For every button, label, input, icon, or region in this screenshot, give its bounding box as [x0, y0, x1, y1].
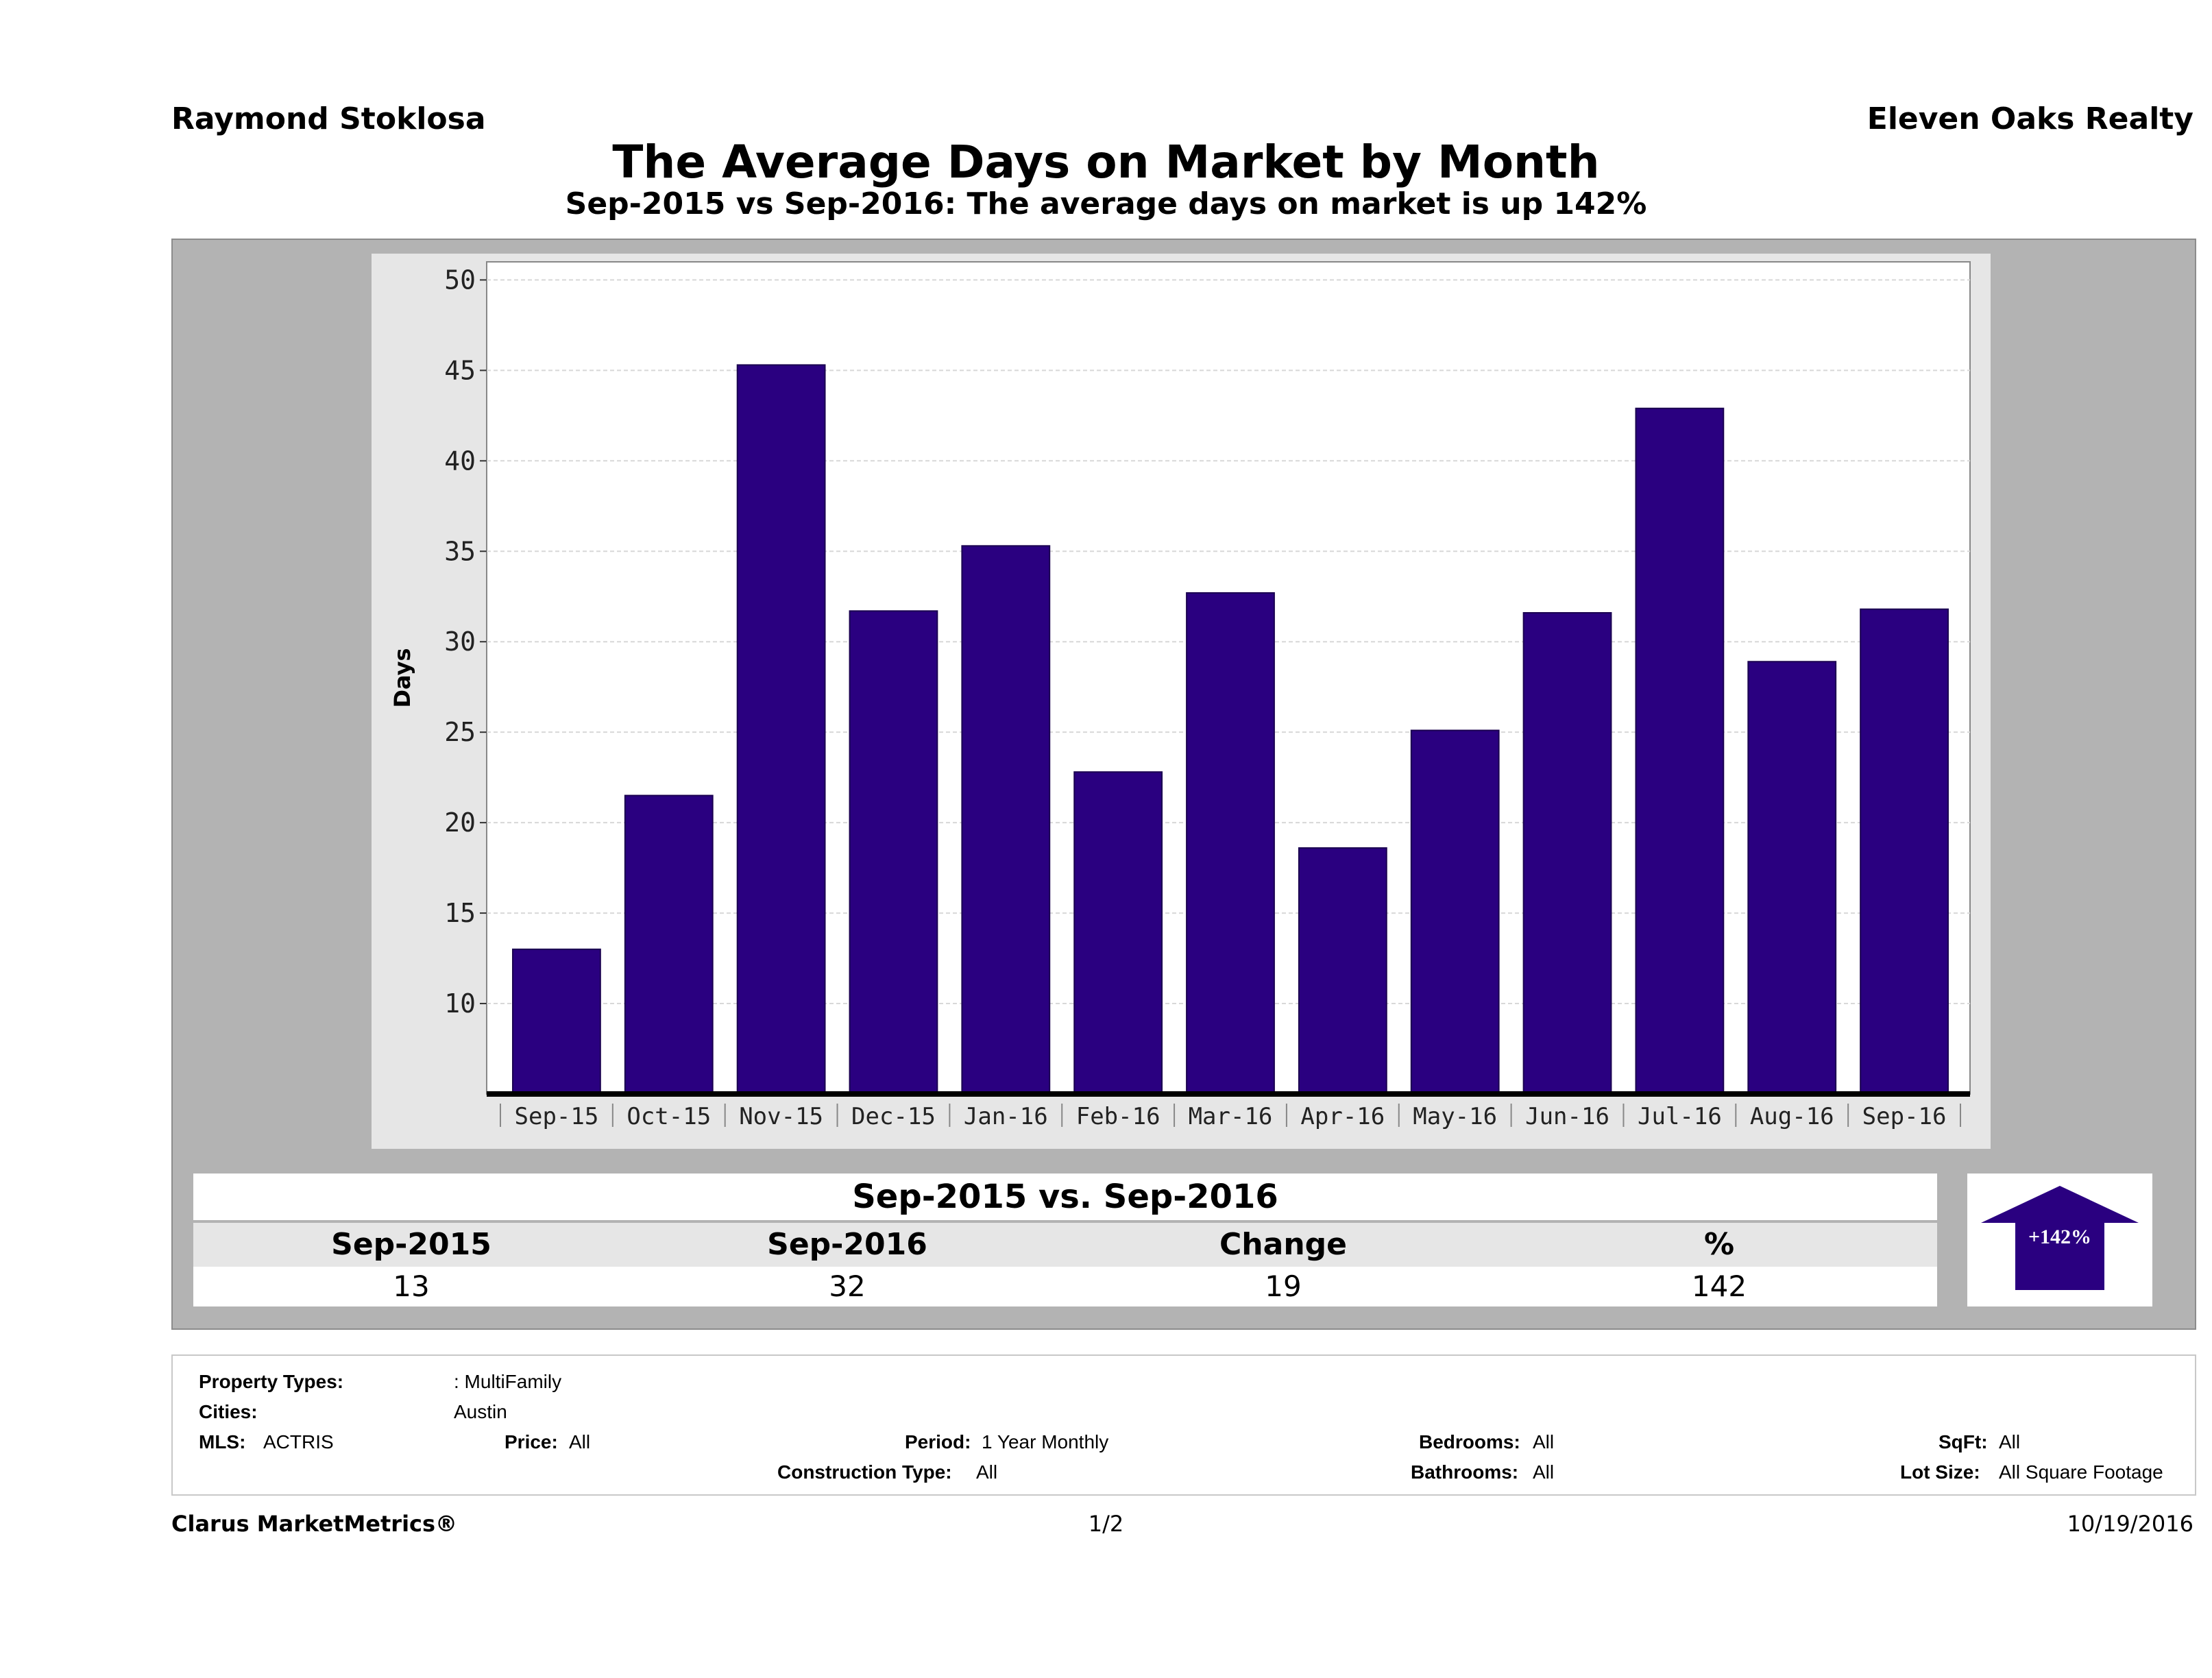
sqft-label: SqFt: — [1938, 1431, 1988, 1452]
up-arrow-icon: +142% — [1981, 1186, 2139, 1290]
y-tick-label: 35 — [444, 536, 476, 566]
lot-size-label: Lot Size: — [1900, 1461, 1980, 1483]
x-tick-label: Feb-16 — [1076, 1103, 1160, 1130]
price-value: All — [569, 1431, 591, 1452]
bar-chart: 10 15 20 25 30 35 40 45 50 Days Sep-15 Oct-15 Nov-15… — [389, 261, 1971, 1130]
property-types-label: Property Types: — [199, 1371, 344, 1392]
x-tick-label: Sep-16 — [1862, 1103, 1947, 1130]
cities-value: Austin — [454, 1401, 507, 1422]
bar — [1860, 608, 1949, 1095]
agent-name: Raymond Stoklosa — [171, 101, 486, 136]
bedrooms-label: Bedrooms: — [1419, 1431, 1520, 1452]
sqft-value: All — [1999, 1431, 2021, 1452]
bathrooms-label: Bathrooms: — [1411, 1461, 1519, 1483]
y-tick-label: 20 — [444, 807, 476, 838]
bar — [1410, 729, 1500, 1095]
y-tick-label: 10 — [444, 988, 476, 1019]
comparison-values-row: 13 32 19 142 — [193, 1267, 1937, 1306]
x-tick-label: Oct-15 — [627, 1103, 711, 1130]
comparison-header: Sep-2015 vs. Sep-2016 — [193, 1174, 1937, 1220]
bar — [1186, 592, 1275, 1095]
bar — [849, 610, 938, 1095]
comparison-value-start: 13 — [393, 1269, 430, 1303]
bar — [961, 545, 1051, 1095]
y-tick-label: 50 — [444, 265, 476, 295]
x-tick-label: Apr-16 — [1300, 1103, 1385, 1130]
page-title: The Average Days on Market by Month — [612, 136, 1600, 189]
construction-type-label: Construction Type: — [777, 1461, 952, 1483]
bar — [1635, 407, 1725, 1095]
bar — [736, 364, 826, 1095]
x-tick-label: Mar-16 — [1189, 1103, 1273, 1130]
change-badge-text: +142% — [2028, 1226, 2091, 1248]
chart-area: 10 15 20 25 30 35 40 45 50 Days Sep-15 Oct-15 Nov-15… — [372, 254, 1991, 1149]
bedrooms-value: All — [1533, 1431, 1555, 1452]
footer-brand: Clarus MarketMetrics® — [171, 1511, 458, 1537]
bar — [1073, 771, 1163, 1095]
comparison-label-start: Sep-2015 — [331, 1227, 491, 1262]
page-subtitle: Sep-2015 vs Sep-2016: The average days o… — [565, 186, 1647, 221]
bar — [1522, 611, 1612, 1095]
comparison-value-percent: 142 — [1691, 1269, 1747, 1303]
comparison-labels-row: Sep-2015 Sep-2016 Change % — [193, 1223, 1937, 1267]
cities-label: Cities: — [199, 1401, 258, 1422]
bathrooms-value: All — [1533, 1461, 1555, 1483]
x-tick-label: Sep-15 — [515, 1103, 599, 1130]
filter-summary: Property Types: : MultiFamily Cities: Au… — [171, 1354, 2196, 1496]
report-date: 10/19/2016 — [2067, 1511, 2193, 1537]
comparison-value-end: 32 — [829, 1269, 866, 1303]
construction-type-value: All — [976, 1461, 998, 1483]
mls-value: ACTRIS — [263, 1431, 334, 1452]
lot-size-value: All Square Footage — [1999, 1461, 2163, 1483]
bar — [512, 948, 601, 1095]
mls-label: MLS: — [199, 1431, 246, 1452]
y-tick-label: 25 — [444, 717, 476, 747]
x-tick-label: Jan-16 — [964, 1103, 1048, 1130]
brokerage-name: Eleven Oaks Realty — [1867, 101, 2193, 136]
y-tick-label: 40 — [444, 446, 476, 476]
x-tick-label: Jul-16 — [1638, 1103, 1722, 1130]
x-tick-label: Aug-16 — [1750, 1103, 1834, 1130]
property-types-value: : MultiFamily — [454, 1371, 562, 1392]
period-label: Period: — [905, 1431, 971, 1452]
x-tick-label: Nov-15 — [739, 1103, 823, 1130]
x-tick-label: May-16 — [1413, 1103, 1497, 1130]
bar — [1298, 847, 1387, 1095]
period-value: 1 Year Monthly — [982, 1431, 1109, 1452]
change-badge: +142% — [1967, 1174, 2152, 1306]
x-tick-label: Dec-15 — [851, 1103, 936, 1130]
bar — [624, 794, 714, 1095]
bar — [1747, 661, 1837, 1095]
y-tick-label: 30 — [444, 627, 476, 657]
comparison-label-percent: % — [1703, 1227, 1735, 1262]
y-tick-label: 45 — [444, 355, 476, 385]
price-label: Price: — [505, 1431, 558, 1452]
page-number: 1/2 — [1088, 1511, 1124, 1537]
comparison-label-change: Change — [1219, 1227, 1347, 1262]
comparison-value-change: 19 — [1265, 1269, 1302, 1303]
y-tick-label: 15 — [444, 898, 476, 928]
x-tick-label: Jun-16 — [1525, 1103, 1609, 1130]
comparison-label-end: Sep-2016 — [767, 1227, 927, 1262]
y-axis-label: Days — [389, 648, 415, 707]
